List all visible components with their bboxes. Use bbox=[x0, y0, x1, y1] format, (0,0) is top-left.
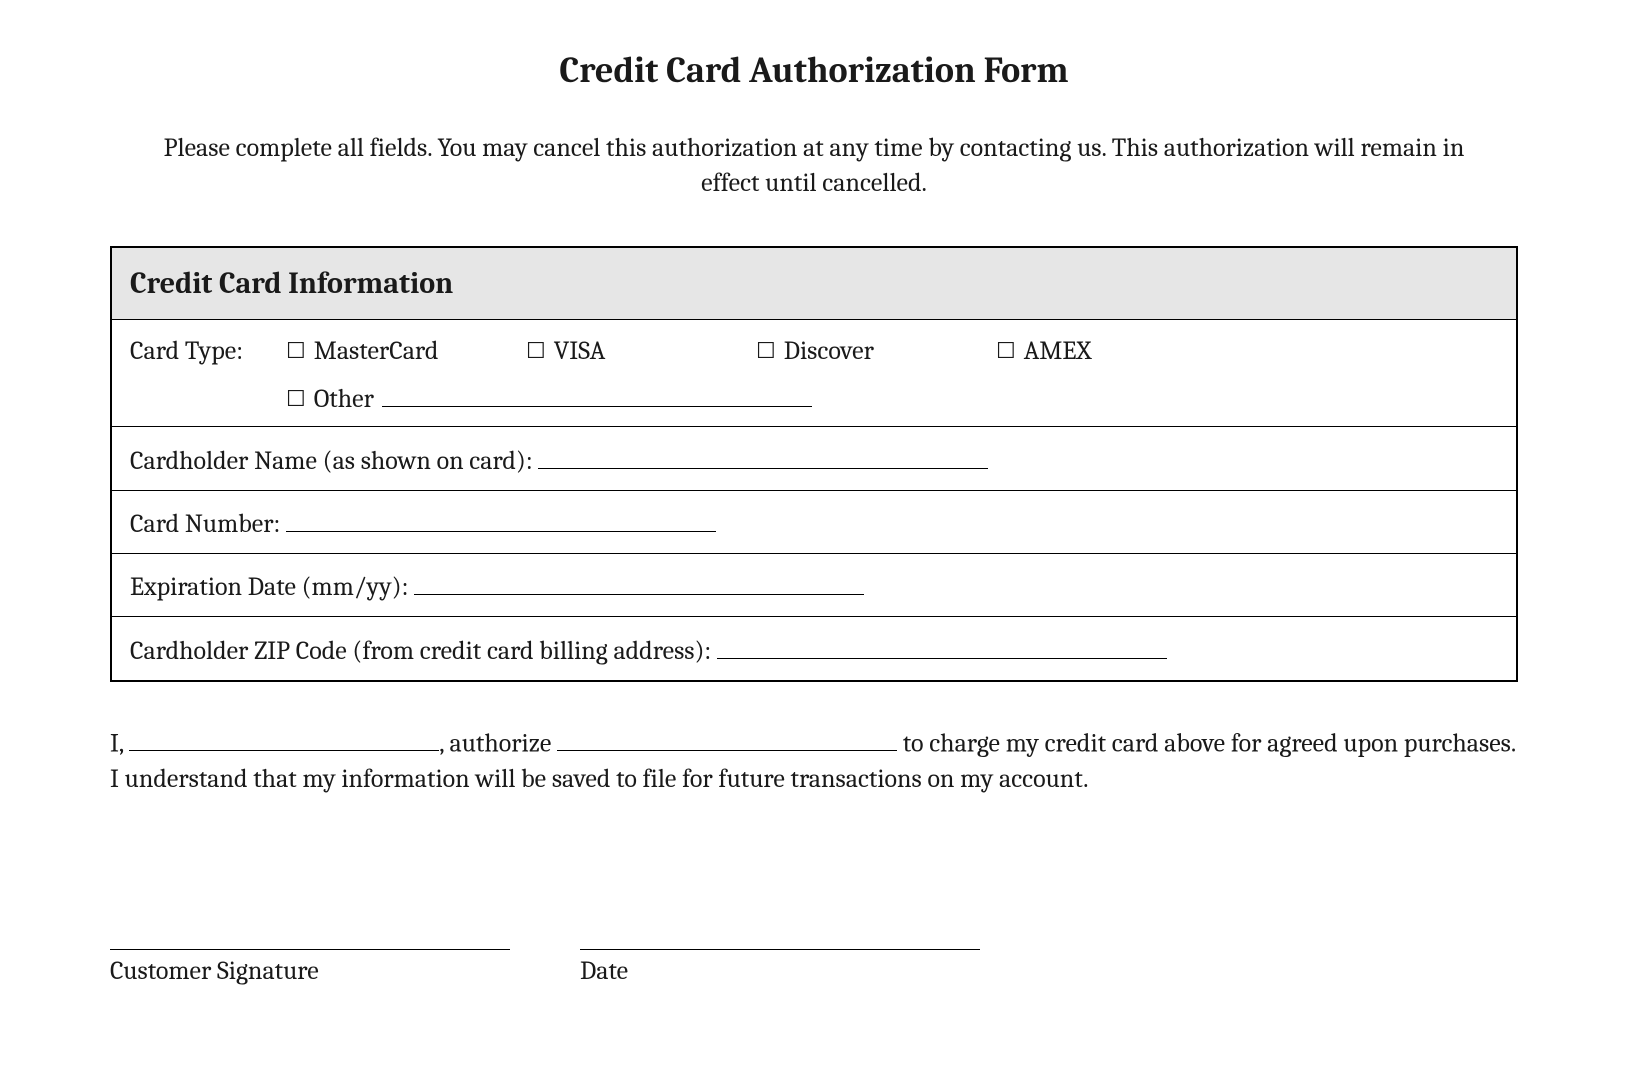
card-type-option-other[interactable]: ☐ Other bbox=[286, 384, 374, 414]
card-type-row: Card Type: ☐ MasterCard ☐ VISA ☐ Discove… bbox=[112, 320, 1516, 427]
auth-merchant-input-line[interactable] bbox=[557, 724, 897, 751]
card-number-row: Card Number: bbox=[112, 491, 1516, 554]
other-input-line[interactable] bbox=[382, 380, 812, 407]
card-type-label: Card Type: bbox=[130, 336, 286, 366]
checkbox-icon: ☐ bbox=[286, 388, 306, 410]
page-title: Credit Card Authorization Form bbox=[110, 50, 1518, 91]
date-label: Date bbox=[580, 956, 980, 986]
expiration-label: Expiration Date (mm/yy): bbox=[130, 572, 408, 602]
zip-row: Cardholder ZIP Code (from credit card bi… bbox=[112, 617, 1516, 679]
card-type-option-mastercard[interactable]: ☐ MasterCard bbox=[286, 336, 526, 366]
date-column: Date bbox=[580, 948, 980, 986]
signature-label: Customer Signature bbox=[110, 956, 510, 986]
authorization-paragraph: I, , authorize to charge my credit card … bbox=[110, 724, 1518, 798]
card-number-input-line[interactable] bbox=[286, 505, 716, 532]
card-type-option-visa[interactable]: ☐ VISA bbox=[526, 336, 756, 366]
credit-card-info-table: Credit Card Information Card Type: ☐ Mas… bbox=[110, 246, 1518, 681]
checkbox-icon: ☐ bbox=[996, 340, 1016, 362]
card-type-option-label: Other bbox=[314, 384, 374, 414]
cardholder-name-label: Cardholder Name (as shown on card): bbox=[130, 446, 533, 476]
card-type-option-label: AMEX bbox=[1024, 336, 1092, 366]
card-type-option-amex[interactable]: ☐ AMEX bbox=[996, 336, 1091, 366]
auth-prefix: I, bbox=[110, 728, 123, 758]
card-number-label: Card Number: bbox=[130, 509, 280, 539]
signature-column: Customer Signature bbox=[110, 948, 510, 986]
expiration-row: Expiration Date (mm/yy): bbox=[112, 554, 1516, 617]
card-type-option-label: VISA bbox=[554, 336, 606, 366]
auth-mid: , authorize bbox=[439, 728, 551, 758]
checkbox-icon: ☐ bbox=[756, 340, 776, 362]
cardholder-name-input-line[interactable] bbox=[538, 441, 988, 468]
card-type-option-discover[interactable]: ☐ Discover bbox=[756, 336, 996, 366]
intro-text: Please complete all fields. You may canc… bbox=[140, 131, 1488, 201]
card-type-option-label: Discover bbox=[784, 336, 874, 366]
checkbox-icon: ☐ bbox=[286, 340, 306, 362]
signature-line[interactable] bbox=[110, 948, 510, 950]
date-line[interactable] bbox=[580, 948, 980, 950]
signature-block: Customer Signature Date bbox=[110, 948, 1518, 986]
checkbox-icon: ☐ bbox=[526, 340, 546, 362]
card-type-option-label: MasterCard bbox=[314, 336, 439, 366]
auth-name-input-line[interactable] bbox=[129, 724, 439, 751]
zip-label: Cardholder ZIP Code (from credit card bi… bbox=[130, 636, 711, 666]
cardholder-name-row: Cardholder Name (as shown on card): bbox=[112, 427, 1516, 490]
expiration-input-line[interactable] bbox=[414, 568, 864, 595]
section-header: Credit Card Information bbox=[112, 248, 1516, 320]
zip-input-line[interactable] bbox=[717, 631, 1167, 658]
